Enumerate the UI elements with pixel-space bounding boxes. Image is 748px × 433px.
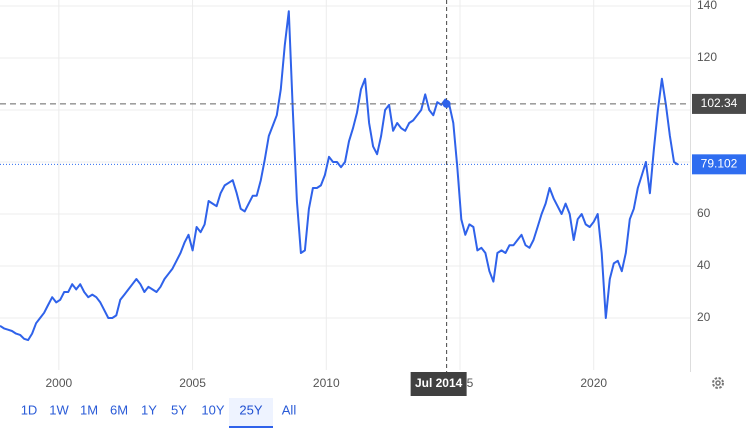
last-value-box xyxy=(692,154,746,175)
range-button[interactable]: 1W xyxy=(49,402,69,417)
last-value-label: 79.102 xyxy=(701,157,738,171)
price-line xyxy=(0,10,679,342)
range-button-selected xyxy=(229,426,273,428)
x-tick-label: 2020 xyxy=(580,376,607,390)
x-tick-label: 2000 xyxy=(45,376,72,390)
crosshair-value-box xyxy=(692,93,746,114)
y-tick-label: 20 xyxy=(697,310,711,324)
range-button[interactable]: All xyxy=(282,402,297,417)
range-button-bg xyxy=(229,398,273,426)
y-tick-label: 60 xyxy=(697,206,711,220)
range-button[interactable]: 5Y xyxy=(171,402,187,417)
range-button[interactable]: 25Y xyxy=(239,402,262,417)
y-tick-label: 120 xyxy=(697,50,717,64)
y-tick-label: 140 xyxy=(697,0,717,12)
range-button[interactable]: 6M xyxy=(110,402,128,417)
crosshair-value-label: 102.34 xyxy=(701,96,738,110)
range-button[interactable]: 1D xyxy=(21,402,38,417)
settings-icon[interactable] xyxy=(712,377,724,389)
x-tick-label: 2005 xyxy=(179,376,206,390)
crosshair-dot xyxy=(442,99,451,108)
crosshair-date-box xyxy=(410,372,467,396)
range-button[interactable]: 10Y xyxy=(201,402,224,417)
range-button[interactable]: 1M xyxy=(80,402,98,417)
y-tick-label: 40 xyxy=(697,258,711,272)
range-button[interactable]: 1Y xyxy=(141,402,157,417)
crosshair-date-label: Jul 2014 xyxy=(415,376,463,390)
x-tick-label: 2010 xyxy=(313,376,340,390)
